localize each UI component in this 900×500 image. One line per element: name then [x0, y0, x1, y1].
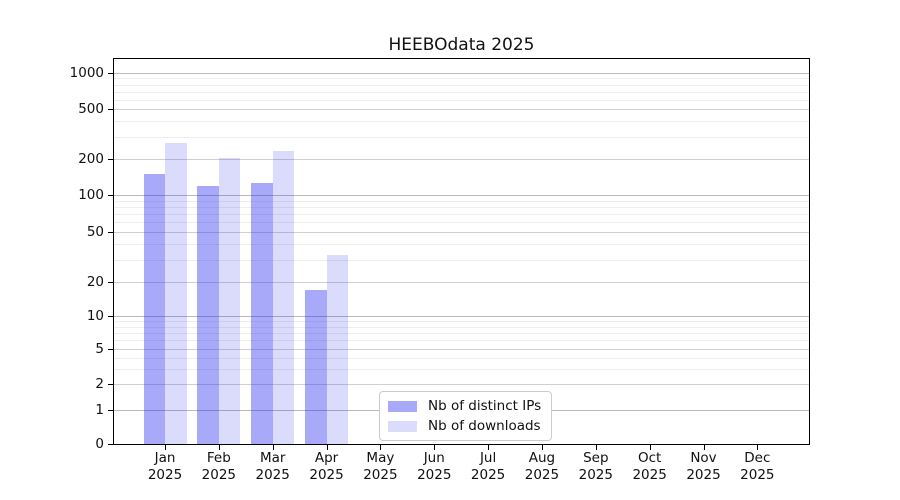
bar-distinct-ips-mar [251, 183, 273, 444]
gridline-minor [114, 340, 809, 342]
y-tick-mark [108, 109, 114, 110]
bar-downloads-feb [218, 157, 241, 444]
x-tick-mark [488, 445, 490, 450]
y-tick-mark [108, 195, 114, 196]
gridline [114, 349, 809, 350]
x-tick-label: May 2025 [363, 450, 398, 483]
gridline [114, 195, 809, 196]
gridline-minor [114, 136, 809, 138]
bar-distinct-ips-apr [305, 289, 327, 444]
y-tick-label: 1 [95, 402, 104, 418]
x-tick-mark [380, 445, 382, 450]
legend-item-downloads: Nb of downloads [388, 418, 541, 434]
x-tick-label: Jan 2025 [147, 450, 183, 483]
y-tick-label: 50 [86, 224, 104, 240]
y-tick-mark [108, 444, 114, 445]
gridline-minor [114, 332, 809, 334]
gridline-minor [114, 244, 809, 246]
x-tick-label: Dec 2025 [740, 450, 775, 483]
y-tick-mark [108, 159, 114, 160]
x-tick-label: Aug 2025 [524, 450, 560, 483]
y-tick-label: 100 [78, 187, 104, 203]
legend-label: Nb of distinct IPs [428, 398, 542, 414]
bar-downloads-apr [326, 254, 349, 444]
y-tick-label: 500 [78, 101, 104, 117]
x-tick-label: Feb 2025 [201, 450, 237, 483]
gridline [114, 282, 809, 283]
x-tick-mark [703, 445, 705, 450]
x-tick-mark [649, 445, 651, 450]
bar-distinct-ips-jan [143, 173, 165, 444]
y-tick-mark [108, 316, 114, 317]
gridline [114, 232, 809, 233]
y-tick-mark [108, 384, 114, 385]
bar-distinct-ips-feb [197, 185, 219, 444]
gridline-minor [114, 99, 809, 101]
x-tick-label: Jun 2025 [417, 450, 452, 483]
gridline-minor [114, 259, 809, 261]
gridline-minor [114, 91, 809, 93]
y-tick-mark [108, 349, 114, 350]
legend-item-distinct-ips: Nb of distinct IPs [388, 398, 541, 414]
x-tick-mark [595, 445, 597, 450]
gridline-minor [114, 222, 809, 224]
gridline-minor [114, 200, 809, 202]
x-tick-label: Jul 2025 [470, 450, 506, 483]
gridline-minor [114, 214, 809, 216]
gridline-minor [114, 326, 809, 328]
gridline [114, 316, 809, 317]
gridline-minor [114, 321, 809, 323]
x-tick-label: Sep 2025 [578, 450, 613, 483]
gridline [114, 384, 809, 385]
y-tick-label: 200 [78, 151, 104, 167]
gridline [114, 159, 809, 160]
x-tick-mark [272, 445, 274, 450]
legend-swatch-downloads [388, 420, 417, 432]
gridline-minor [114, 206, 809, 208]
x-tick-mark [165, 445, 166, 450]
y-tick-mark [108, 410, 114, 411]
gridline [114, 73, 809, 74]
x-tick-label: Apr 2025 [309, 450, 344, 483]
gridline-minor [114, 121, 809, 123]
legend-swatch-distinct-ips [388, 400, 417, 412]
plot-area: Nb of distinct IPs Nb of downloads [113, 58, 810, 445]
x-tick-label: Oct 2025 [632, 450, 667, 483]
y-tick-mark [108, 73, 114, 74]
x-tick-mark [434, 445, 436, 450]
gridline [114, 109, 809, 110]
chart-title: HEEBOdata 2025 [388, 35, 535, 55]
gridline-minor [114, 368, 809, 370]
x-tick-label: Mar 2025 [255, 450, 290, 483]
legend: Nb of distinct IPs Nb of downloads [379, 391, 553, 441]
y-tick-mark [108, 232, 114, 233]
y-tick-label: 1000 [69, 65, 104, 81]
y-tick-mark [108, 282, 114, 283]
y-tick-label: 10 [86, 308, 104, 324]
gridline-minor [114, 357, 809, 359]
y-tick-label: 0 [95, 436, 104, 452]
x-tick-mark [218, 445, 220, 450]
legend-label: Nb of downloads [428, 418, 541, 434]
y-tick-label: 5 [95, 341, 104, 357]
x-tick-mark [326, 445, 328, 450]
x-tick-label: Nov 2025 [686, 450, 721, 483]
x-tick-mark [757, 445, 759, 450]
x-tick-mark [541, 445, 543, 450]
gridline-minor [114, 78, 809, 80]
gridline-minor [114, 84, 809, 86]
bar-downloads-jan [165, 142, 187, 444]
bar-downloads-mar [272, 151, 295, 444]
y-tick-label: 2 [95, 376, 104, 392]
y-tick-label: 20 [86, 274, 104, 290]
